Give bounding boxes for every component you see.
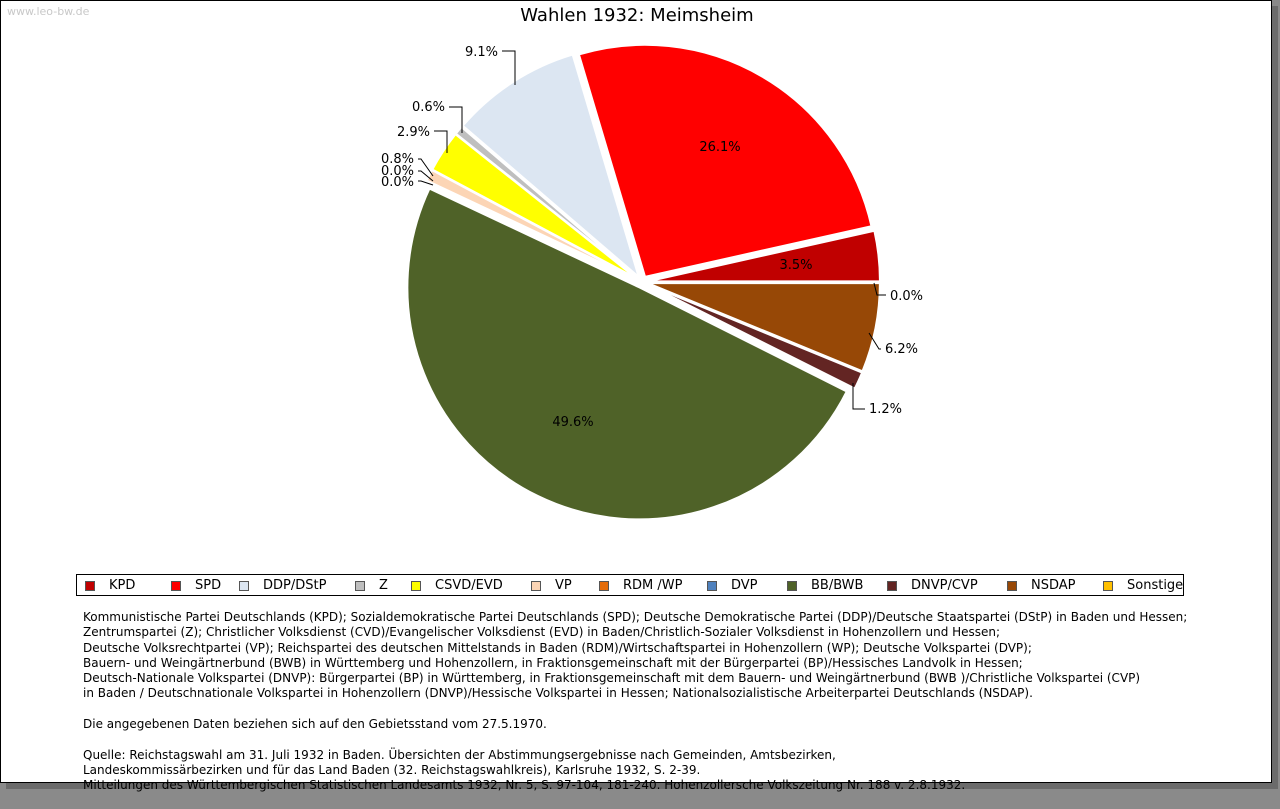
leader-line-vp <box>418 158 434 177</box>
pie-slice-ddp-dstp <box>461 53 641 280</box>
legend-label: VP <box>555 578 572 593</box>
data-label-dvp: 0.0% <box>381 175 414 190</box>
legend-swatch <box>707 581 717 591</box>
legend-label: Sonstige <box>1127 578 1184 593</box>
leader-line-sonstige <box>873 282 886 296</box>
legend-label: CSVD/EVD <box>435 578 503 593</box>
pie-slice-spd <box>577 43 873 279</box>
legend-label: Z <box>379 578 388 593</box>
leader-line-dvp <box>418 180 434 186</box>
leader-line-rdm-wp <box>418 170 434 182</box>
legend-swatch <box>411 581 421 591</box>
data-label-spd: 26.1% <box>699 140 740 155</box>
legend-swatch <box>1007 581 1017 591</box>
data-label-rdm-wp: 0.0% <box>381 164 414 179</box>
legend-swatch <box>787 581 797 591</box>
legend-label: KPD <box>109 578 136 593</box>
pie-slice-vp <box>425 168 638 281</box>
legend-swatch <box>887 581 897 591</box>
data-label-dnvp-cvp: 1.2% <box>869 402 902 417</box>
territory-note: Die angegebenen Daten beziehen sich auf … <box>83 717 547 732</box>
data-label-csvd-evd: 2.9% <box>397 125 430 140</box>
pie-slice-nsdap <box>647 282 881 373</box>
legend-swatch <box>599 581 609 591</box>
legend-swatch <box>85 581 95 591</box>
data-label-ddp-dstp: 9.1% <box>465 45 498 60</box>
source-note: Quelle: Reichstagswahl am 31. Juli 1932 … <box>83 747 966 793</box>
leader-line-csvd-evd <box>434 130 448 153</box>
legend-label: DDP/DStP <box>263 578 327 593</box>
legend-swatch <box>171 581 181 591</box>
legend-label: SPD <box>195 578 222 593</box>
data-label-nsdap: 6.2% <box>885 342 918 357</box>
legend-label: DVP <box>731 578 758 593</box>
data-label-kpd: 3.5% <box>779 258 812 273</box>
data-label-sonstige: 0.0% <box>890 289 923 304</box>
watermark: www.leo-bw.de <box>7 5 90 18</box>
pie-chart: 3.5%26.1%9.1%0.6%2.9%0.8%0.0%0.0%49.6%1.… <box>381 43 923 521</box>
chart-title: Wahlen 1932: Meimsheim <box>520 5 754 26</box>
pie-slice-dnvp-cvp <box>647 283 864 390</box>
legend-label: NSDAP <box>1031 578 1076 593</box>
legend-swatch <box>239 581 249 591</box>
leader-line-z <box>449 106 463 133</box>
legend-swatch <box>531 581 541 591</box>
pie-slice-kpd <box>647 229 881 283</box>
data-label-vp: 0.8% <box>381 152 414 167</box>
leader-line-dnvp-cvp <box>852 383 865 410</box>
party-abbreviations-note: Kommunistische Partei Deutschlands (KPD)… <box>83 610 1188 701</box>
chart-frame: www.leo-bw.de Wahlen 1932: Meimsheim 3.5… <box>0 0 1272 792</box>
legend-label: BB/BWB <box>811 578 864 593</box>
pie-slice-bb-bwb <box>406 187 849 521</box>
legend-label: DNVP/CVP <box>911 578 978 593</box>
leader-line-nsdap <box>868 332 881 350</box>
legend-swatch <box>1103 581 1113 591</box>
legend-swatch <box>355 581 365 591</box>
legend-label: RDM /WP <box>623 578 683 593</box>
leader-line-ddp-dstp <box>502 50 516 85</box>
data-label-z: 0.6% <box>412 100 445 115</box>
legend: KPD SPD DDP/DStP Z CSVD/EVD VP RDM /WP DVP BB/BW… <box>76 574 1184 596</box>
data-label-bb-bwb: 49.6% <box>552 415 593 430</box>
notes: Kommunistische Partei Deutschlands (KPD)… <box>83 610 1233 809</box>
